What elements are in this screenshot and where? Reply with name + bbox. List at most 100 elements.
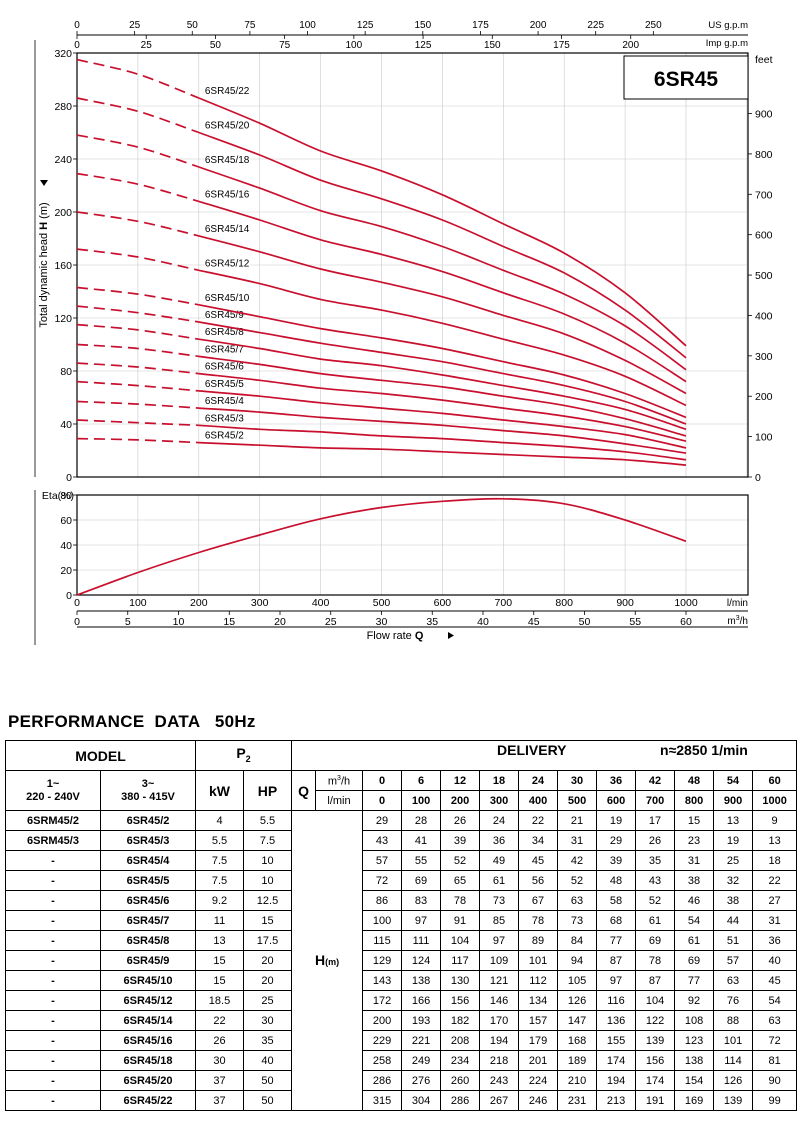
flow-lmin: 600 xyxy=(596,790,637,811)
lpm-tick-label: 400 xyxy=(312,597,330,609)
power-kw: 9.2 xyxy=(195,890,244,911)
curve-dashed-segment xyxy=(76,172,200,203)
head-value: 36 xyxy=(752,930,798,951)
model-single-phase: 6SRM45/3 xyxy=(5,830,101,851)
us-gpm-tick-label: 225 xyxy=(587,20,604,31)
head-value: 249 xyxy=(401,1050,442,1071)
head-value: 189 xyxy=(557,1050,598,1071)
imp-gpm-tick-label: 175 xyxy=(553,40,570,51)
head-value: 31 xyxy=(557,830,598,851)
head-value: 57 xyxy=(362,850,403,871)
lpm-tick-label: 200 xyxy=(190,597,208,609)
power-kw: 37 xyxy=(195,1090,244,1111)
model-single-phase: - xyxy=(5,930,101,951)
imp-gpm-axis-label: Imp g.p.m xyxy=(706,38,748,49)
head-value: 54 xyxy=(752,990,798,1011)
head-value: 15 xyxy=(674,810,715,831)
three-phase-header: 3~ 380 - 415V xyxy=(100,770,196,811)
y-tick-label: 320 xyxy=(54,48,72,60)
m3h-tick-label: 45 xyxy=(528,616,540,628)
head-value: 86 xyxy=(362,890,403,911)
head-value: 224 xyxy=(518,1070,559,1091)
head-value: 25 xyxy=(713,850,754,871)
us-gpm-tick-label: 50 xyxy=(187,20,199,31)
head-value: 172 xyxy=(362,990,403,1011)
table-row: -6SR45/22 37 50 315 304 286 267 246 231 213 191 169… xyxy=(5,1090,798,1111)
head-value: 304 xyxy=(401,1090,442,1111)
head-value: 94 xyxy=(557,950,598,971)
head-value: 174 xyxy=(635,1070,676,1091)
head-value: 69 xyxy=(401,870,442,891)
power-kw: 15 xyxy=(195,970,244,991)
curve-dashed-segment xyxy=(76,211,200,237)
curve-label: 6SR45/4 xyxy=(205,396,244,407)
head-value: 129 xyxy=(362,950,403,971)
head-value: 124 xyxy=(401,950,442,971)
y-axis-arrow xyxy=(40,180,48,186)
flow-lmin: 200 xyxy=(440,790,481,811)
efficiency-curve xyxy=(76,497,687,596)
head-value: 39 xyxy=(596,850,637,871)
curve-solid-segment xyxy=(198,372,687,443)
head-value: 22 xyxy=(518,810,559,831)
head-value: 48 xyxy=(596,870,637,891)
us-gpm-tick-label: 250 xyxy=(645,20,662,31)
head-value: 143 xyxy=(362,970,403,991)
flow-m3h: 60 xyxy=(752,770,798,791)
flow-lmin: 1000 xyxy=(752,790,798,811)
flow-lmin: 500 xyxy=(557,790,598,811)
model-three-phase: 6SR45/2 xyxy=(100,810,196,831)
head-value: 76 xyxy=(713,990,754,1011)
power-hp: 17.5 xyxy=(242,930,293,951)
flow-m3h: 48 xyxy=(674,770,715,791)
head-value: 13 xyxy=(752,830,798,851)
head-value: 200 xyxy=(362,1010,403,1031)
model-single-phase: - xyxy=(5,870,101,891)
head-value: 88 xyxy=(713,1010,754,1031)
m3h-tick-label: 15 xyxy=(223,616,235,628)
head-value: 193 xyxy=(401,1010,442,1031)
head-value: 90 xyxy=(752,1070,798,1091)
model-three-phase: 6SR45/16 xyxy=(100,1030,196,1051)
m3h-tick-label: 55 xyxy=(629,616,641,628)
curve-solid-segment xyxy=(198,355,687,437)
flow-axis-label: Flow rate Q xyxy=(367,630,424,642)
head-value: 191 xyxy=(635,1090,676,1111)
curve-dashed-segment xyxy=(76,400,199,409)
head-value: 201 xyxy=(518,1050,559,1071)
performance-rows: 6SRM45/2 6SR45/2 4 5.5 H(m) 29 28 26 24 22 21 19 17 1… xyxy=(5,810,798,1111)
head-value: 69 xyxy=(635,930,676,951)
head-value: 91 xyxy=(440,910,481,931)
model-single-phase: - xyxy=(5,990,101,1011)
head-value: 109 xyxy=(479,950,520,971)
y-tick-label: 0 xyxy=(66,472,72,484)
power-kw: 15 xyxy=(195,950,244,971)
flow-lmin: 800 xyxy=(674,790,715,811)
head-value: 105 xyxy=(557,970,598,991)
head-value: 116 xyxy=(596,990,637,1011)
flow-m3h: 54 xyxy=(713,770,754,791)
head-value: 61 xyxy=(674,930,715,951)
power-kw: 7.5 xyxy=(195,850,244,871)
head-value: 231 xyxy=(557,1090,598,1111)
flow-m3h: 12 xyxy=(440,770,481,791)
model-single-phase: - xyxy=(5,970,101,991)
head-value: 29 xyxy=(596,830,637,851)
head-value: 101 xyxy=(713,1030,754,1051)
eta-y-axis-label: Eta(%) xyxy=(42,490,74,502)
head-value: 46 xyxy=(674,890,715,911)
head-value: 89 xyxy=(518,930,559,951)
curve-solid-segment xyxy=(198,269,687,407)
curve-dashed-segment xyxy=(76,248,199,272)
head-value: 243 xyxy=(479,1070,520,1091)
head-value: 31 xyxy=(752,910,798,931)
us-gpm-tick-label: 150 xyxy=(414,20,431,31)
head-value: 194 xyxy=(479,1030,520,1051)
power-kw: 18.5 xyxy=(195,990,244,1011)
imp-gpm-tick-label: 200 xyxy=(622,40,639,51)
curve-label: 6SR45/14 xyxy=(205,224,250,235)
m3h-tick-label: 40 xyxy=(477,616,489,628)
model-title: 6SR45 xyxy=(654,68,719,91)
flow-lmin: 700 xyxy=(635,790,676,811)
y-tick-label: 120 xyxy=(54,313,72,325)
